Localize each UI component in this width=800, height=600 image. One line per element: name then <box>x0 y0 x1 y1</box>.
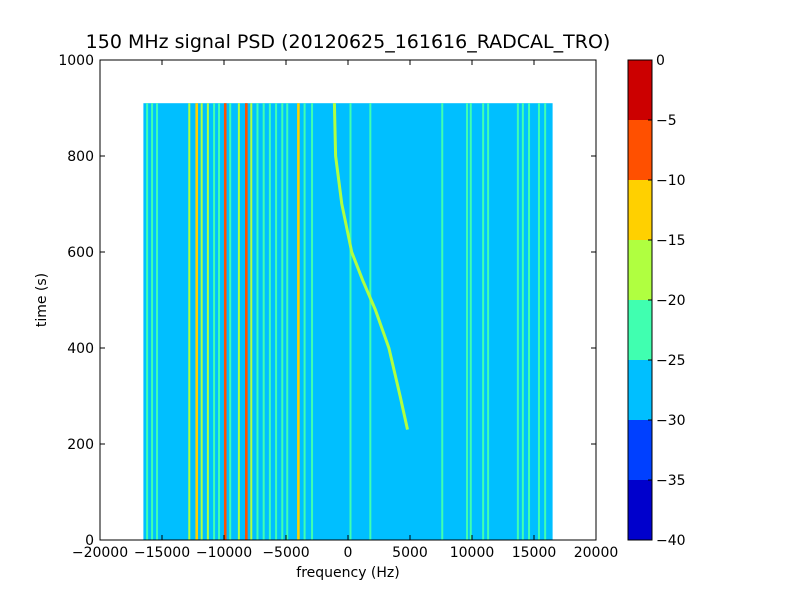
heatmap-area <box>143 103 553 540</box>
x-tick-label: 15000 <box>512 545 557 561</box>
signal-line <box>537 103 540 540</box>
signal-line <box>441 103 444 540</box>
y-tick-label: 600 <box>67 245 94 261</box>
drifting-signal-trace <box>332 103 409 430</box>
signal-line <box>206 103 209 540</box>
x-tick-label: 5000 <box>392 545 428 561</box>
colorbar-segment <box>628 60 652 120</box>
signal-line <box>245 103 248 540</box>
signal-line <box>528 103 531 540</box>
colorbar-tick-label: −25 <box>656 353 686 369</box>
colorbar-tick-label: −15 <box>656 233 686 249</box>
x-tick-label: −10000 <box>196 545 252 561</box>
signal-line <box>223 103 227 540</box>
signal-line <box>303 103 306 540</box>
signal-line <box>482 103 485 540</box>
colorbar-tick-label: −30 <box>656 413 686 429</box>
x-axis-label: frequency (Hz) <box>296 565 399 581</box>
signal-line <box>469 103 472 540</box>
colorbar-tick-label: −10 <box>656 173 686 189</box>
colorbar-segment <box>628 240 652 300</box>
signal-line <box>250 103 253 540</box>
colorbar-segment <box>628 300 652 360</box>
y-axis-ticks: 0 200 400 600 800 1000 <box>58 53 596 549</box>
signal-line <box>195 103 199 540</box>
x-tick-label: −5000 <box>262 545 309 561</box>
signal-line <box>349 103 352 540</box>
colorbar-tick-label: 0 <box>656 53 665 69</box>
colorbar-segment <box>628 120 652 180</box>
signal-line <box>151 103 154 540</box>
y-tick-label: 1000 <box>58 53 94 69</box>
y-tick-label: 0 <box>85 533 94 549</box>
signal-line <box>256 103 259 540</box>
signal-line <box>262 103 265 540</box>
signal-line <box>311 103 314 540</box>
signal-line <box>466 103 469 540</box>
signal-line <box>268 103 271 540</box>
signal-line <box>516 103 519 540</box>
colorbar-segment <box>628 420 652 480</box>
y-tick-label: 800 <box>67 149 94 165</box>
x-tick-label: −20000 <box>72 545 128 561</box>
colorbar-tick-label: −40 <box>656 533 686 549</box>
signal-line <box>200 103 203 540</box>
x-tick-label: 20000 <box>574 545 619 561</box>
signal-line <box>156 103 159 540</box>
signal-line <box>286 103 289 540</box>
signal-line <box>213 103 216 540</box>
signal-line <box>237 103 240 540</box>
signal-line <box>521 103 524 540</box>
signal-line <box>275 103 278 540</box>
y-tick-label: 200 <box>67 437 94 453</box>
signal-line <box>297 103 300 540</box>
y-axis-label: time (s) <box>34 273 50 327</box>
x-axis-ticks: −20000 −15000 −10000 −5000 0 5000 10000 15000 20… <box>72 60 618 561</box>
signal-line <box>369 103 372 540</box>
signal-line <box>487 103 490 540</box>
signal-line <box>146 103 149 540</box>
x-tick-label: −15000 <box>134 545 190 561</box>
colorbar-segment <box>628 360 652 420</box>
chart-title: 150 MHz signal PSD (20120625_161616_RADC… <box>86 31 611 53</box>
heatmap-background <box>143 103 553 540</box>
signal-line <box>218 103 221 540</box>
x-tick-label: 10000 <box>450 545 495 561</box>
colorbar-segment <box>628 180 652 240</box>
y-tick-label: 400 <box>67 341 94 357</box>
colorbar-tick-label: −5 <box>656 113 677 129</box>
signal-line <box>188 103 191 540</box>
signal-line <box>229 103 232 540</box>
plot-frame <box>99 59 597 541</box>
x-tick-label: 0 <box>344 545 353 561</box>
colorbar-segment <box>628 480 652 540</box>
colorbar-tick-label: −35 <box>656 473 686 489</box>
signal-line <box>544 103 547 540</box>
signal-line <box>281 103 284 540</box>
colorbar-tick-label: −20 <box>656 293 686 309</box>
colorbar: 0 −5 −10 −15 −20 −25 −30 −35 −40 <box>627 53 686 549</box>
